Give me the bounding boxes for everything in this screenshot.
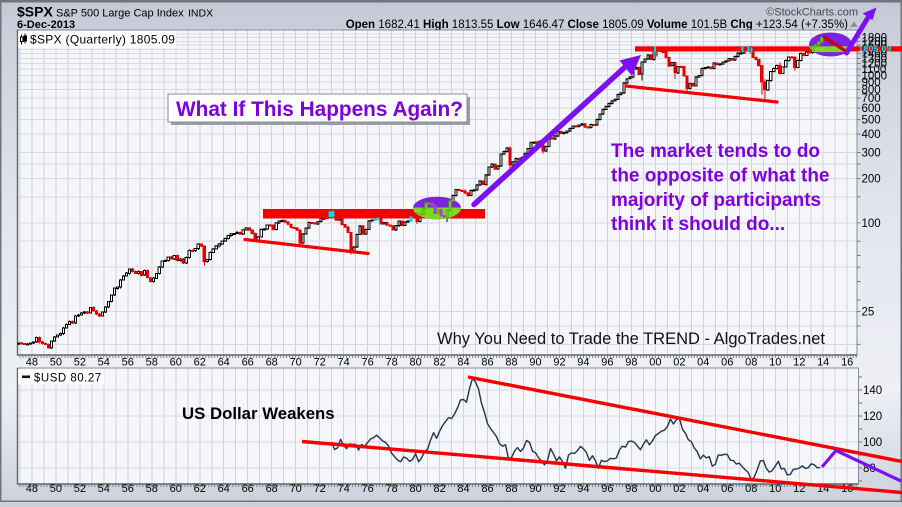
svg-text:400: 400 bbox=[862, 129, 881, 141]
svg-text:82: 82 bbox=[433, 357, 445, 369]
svg-text:$SPX: $SPX bbox=[17, 4, 53, 20]
svg-text:86: 86 bbox=[481, 357, 493, 369]
svg-text:60: 60 bbox=[170, 483, 182, 495]
svg-text:52: 52 bbox=[74, 357, 86, 369]
svg-text:74: 74 bbox=[337, 357, 349, 369]
svg-text:©StockCharts.com: ©StockCharts.com bbox=[766, 7, 858, 19]
svg-text:94: 94 bbox=[577, 357, 589, 369]
svg-text:6-Dec-2013: 6-Dec-2013 bbox=[17, 19, 75, 31]
svg-text:64: 64 bbox=[218, 357, 230, 369]
svg-text:08: 08 bbox=[745, 483, 757, 495]
svg-text:100: 100 bbox=[862, 218, 881, 230]
svg-text:04: 04 bbox=[697, 357, 709, 369]
svg-text:78: 78 bbox=[385, 483, 397, 495]
svg-text:74: 74 bbox=[337, 483, 349, 495]
svg-text:$USD 80.27: $USD 80.27 bbox=[34, 373, 102, 385]
svg-text:16: 16 bbox=[841, 357, 853, 369]
svg-text:1805.09: 1805.09 bbox=[859, 44, 892, 54]
svg-text:66: 66 bbox=[242, 357, 254, 369]
svg-text:96: 96 bbox=[601, 483, 613, 495]
svg-text:What If This Happens Again?: What If This Happens Again? bbox=[176, 98, 463, 121]
svg-text:72: 72 bbox=[314, 357, 326, 369]
svg-text:50: 50 bbox=[50, 357, 62, 369]
svg-text:60: 60 bbox=[170, 357, 182, 369]
svg-text:58: 58 bbox=[146, 357, 158, 369]
svg-text:98: 98 bbox=[625, 357, 637, 369]
svg-text:70: 70 bbox=[290, 357, 302, 369]
svg-text:00: 00 bbox=[649, 357, 661, 369]
svg-text:56: 56 bbox=[122, 357, 134, 369]
svg-text:$SPX (Quarterly) 1805.09: $SPX (Quarterly) 1805.09 bbox=[30, 33, 175, 47]
svg-text:82: 82 bbox=[433, 483, 445, 495]
svg-text:02: 02 bbox=[673, 357, 685, 369]
svg-text:02: 02 bbox=[673, 483, 685, 495]
svg-text:10: 10 bbox=[769, 357, 781, 369]
svg-text:14: 14 bbox=[817, 357, 829, 369]
svg-text:think it should do...: think it should do... bbox=[611, 214, 785, 235]
svg-text:92: 92 bbox=[553, 357, 565, 369]
svg-text:majority of participants: majority of participants bbox=[611, 190, 821, 211]
svg-text:72: 72 bbox=[314, 483, 326, 495]
svg-text:The market tends to do: The market tends to do bbox=[611, 141, 820, 162]
svg-text:76: 76 bbox=[361, 483, 373, 495]
svg-text:48: 48 bbox=[26, 483, 38, 495]
svg-text:90: 90 bbox=[529, 483, 541, 495]
svg-text:70: 70 bbox=[290, 483, 302, 495]
svg-text:200: 200 bbox=[862, 173, 881, 185]
svg-text:58: 58 bbox=[146, 483, 158, 495]
svg-text:04: 04 bbox=[697, 483, 709, 495]
svg-text:140: 140 bbox=[863, 385, 882, 397]
svg-text:62: 62 bbox=[194, 357, 206, 369]
svg-text:52: 52 bbox=[74, 483, 86, 495]
svg-text:90: 90 bbox=[529, 357, 541, 369]
svg-text:INDX: INDX bbox=[188, 8, 213, 20]
svg-text:88: 88 bbox=[505, 357, 517, 369]
svg-text:88: 88 bbox=[505, 483, 517, 495]
svg-text:12: 12 bbox=[793, 357, 805, 369]
svg-text:100: 100 bbox=[863, 437, 882, 449]
svg-text:48: 48 bbox=[26, 357, 38, 369]
svg-text:120: 120 bbox=[863, 411, 882, 423]
svg-text:500: 500 bbox=[862, 115, 881, 127]
svg-text:84: 84 bbox=[457, 483, 469, 495]
svg-text:62: 62 bbox=[194, 483, 206, 495]
svg-text:50: 50 bbox=[50, 483, 62, 495]
svg-text:54: 54 bbox=[98, 483, 110, 495]
svg-text:68: 68 bbox=[266, 357, 278, 369]
svg-text:80: 80 bbox=[409, 357, 421, 369]
svg-text:06: 06 bbox=[721, 483, 733, 495]
svg-text:54: 54 bbox=[98, 357, 110, 369]
svg-text:the opposite of what the: the opposite of what the bbox=[611, 165, 830, 186]
svg-text:00: 00 bbox=[649, 483, 661, 495]
svg-text:78: 78 bbox=[385, 357, 397, 369]
svg-text:10: 10 bbox=[769, 483, 781, 495]
svg-text:98: 98 bbox=[625, 483, 637, 495]
svg-text:US Dollar Weakens: US Dollar Weakens bbox=[182, 404, 335, 423]
svg-text:08: 08 bbox=[745, 357, 757, 369]
svg-text:96: 96 bbox=[601, 357, 613, 369]
svg-text:64: 64 bbox=[218, 483, 230, 495]
svg-text:56: 56 bbox=[122, 483, 134, 495]
svg-text:S&P 500 Large Cap Index: S&P 500 Large Cap Index bbox=[56, 8, 184, 20]
svg-text:80: 80 bbox=[409, 483, 421, 495]
svg-text:06: 06 bbox=[721, 357, 733, 369]
svg-text:25: 25 bbox=[862, 307, 875, 319]
svg-text:300: 300 bbox=[862, 147, 881, 159]
svg-text:84: 84 bbox=[457, 357, 469, 369]
svg-text:Open 1682.41 High 1813.55 Lo: Open 1682.41 High 1813.55 Low 1646.47 Cl… bbox=[346, 19, 848, 31]
svg-text:94: 94 bbox=[577, 483, 589, 495]
svg-text:68: 68 bbox=[266, 483, 278, 495]
svg-text:92: 92 bbox=[553, 483, 565, 495]
svg-text:66: 66 bbox=[242, 483, 254, 495]
svg-text:76: 76 bbox=[361, 357, 373, 369]
svg-text:Why You Need to Trade the TREN: Why You Need to Trade the TREND - AlgoTr… bbox=[437, 330, 825, 348]
svg-text:86: 86 bbox=[481, 483, 493, 495]
